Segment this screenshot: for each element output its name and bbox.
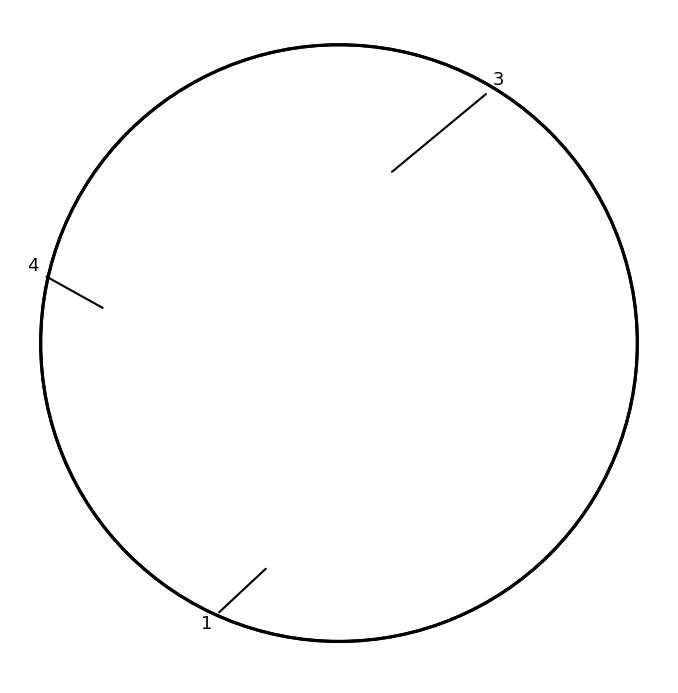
Bar (269, 272, 294, 334)
Bar (451, 434, 478, 467)
Bar (453, 362, 477, 419)
Bar (56, 467, 100, 489)
Bar (64, 434, 92, 467)
Bar (519, 477, 532, 489)
Bar (265, 477, 277, 489)
Bar (43, 231, 635, 253)
Bar (37, 436, 641, 458)
Bar (123, 419, 162, 434)
Bar (475, 197, 488, 210)
Bar (337, 272, 361, 334)
Bar (37, 458, 641, 468)
Bar (328, 255, 370, 272)
Bar (199, 221, 228, 255)
Bar (460, 255, 502, 272)
Bar (123, 197, 169, 221)
Bar (378, 467, 422, 489)
Bar (386, 434, 414, 467)
Bar (388, 362, 412, 419)
Bar (193, 255, 235, 272)
Bar (184, 467, 228, 489)
Bar (58, 197, 104, 221)
Bar (66, 362, 89, 419)
Bar (134, 272, 158, 334)
Bar (121, 467, 164, 489)
Bar (72, 477, 84, 489)
Bar (43, 221, 635, 231)
Bar (207, 197, 220, 210)
Bar (396, 255, 438, 272)
Bar (394, 477, 406, 489)
Bar (316, 419, 355, 434)
Text: 3: 3 (493, 71, 504, 89)
Bar (467, 221, 496, 255)
Bar (443, 467, 487, 489)
Bar (330, 477, 342, 489)
Bar (405, 272, 429, 334)
Bar (201, 272, 226, 334)
Bar (43, 231, 635, 253)
Bar (75, 197, 88, 210)
Bar (129, 434, 156, 467)
Bar (131, 362, 155, 419)
Bar (267, 221, 296, 255)
Bar (503, 467, 548, 489)
Bar (326, 197, 372, 221)
Bar (132, 221, 160, 255)
Bar (136, 477, 148, 489)
Bar (187, 419, 226, 434)
Bar (324, 362, 347, 419)
Bar (380, 419, 420, 434)
Bar (469, 272, 494, 334)
Bar (60, 255, 102, 272)
Bar (252, 419, 291, 434)
Bar (335, 221, 363, 255)
Bar (512, 434, 539, 467)
Bar (403, 221, 431, 255)
Bar (258, 434, 285, 467)
Bar (139, 197, 153, 210)
Text: 1: 1 (201, 615, 212, 633)
Bar (313, 467, 358, 489)
Bar (514, 362, 538, 419)
Bar (250, 467, 293, 489)
Bar (69, 272, 94, 334)
Bar (342, 197, 356, 210)
Bar (458, 477, 471, 489)
Bar (191, 197, 237, 221)
Bar (195, 362, 218, 419)
Bar (58, 419, 98, 434)
Bar (37, 334, 641, 362)
Bar (260, 255, 302, 272)
Bar (37, 334, 641, 362)
Bar (193, 434, 220, 467)
Bar (258, 197, 304, 221)
Bar (67, 221, 96, 255)
Bar (322, 434, 349, 467)
Bar (458, 197, 504, 221)
Text: 4: 4 (27, 258, 38, 276)
Bar (259, 362, 283, 419)
Bar (275, 197, 288, 210)
Bar (37, 436, 641, 458)
Bar (410, 197, 424, 210)
Bar (394, 197, 440, 221)
Bar (201, 477, 213, 489)
Bar (506, 419, 545, 434)
Bar (125, 255, 167, 272)
Bar (445, 419, 484, 434)
